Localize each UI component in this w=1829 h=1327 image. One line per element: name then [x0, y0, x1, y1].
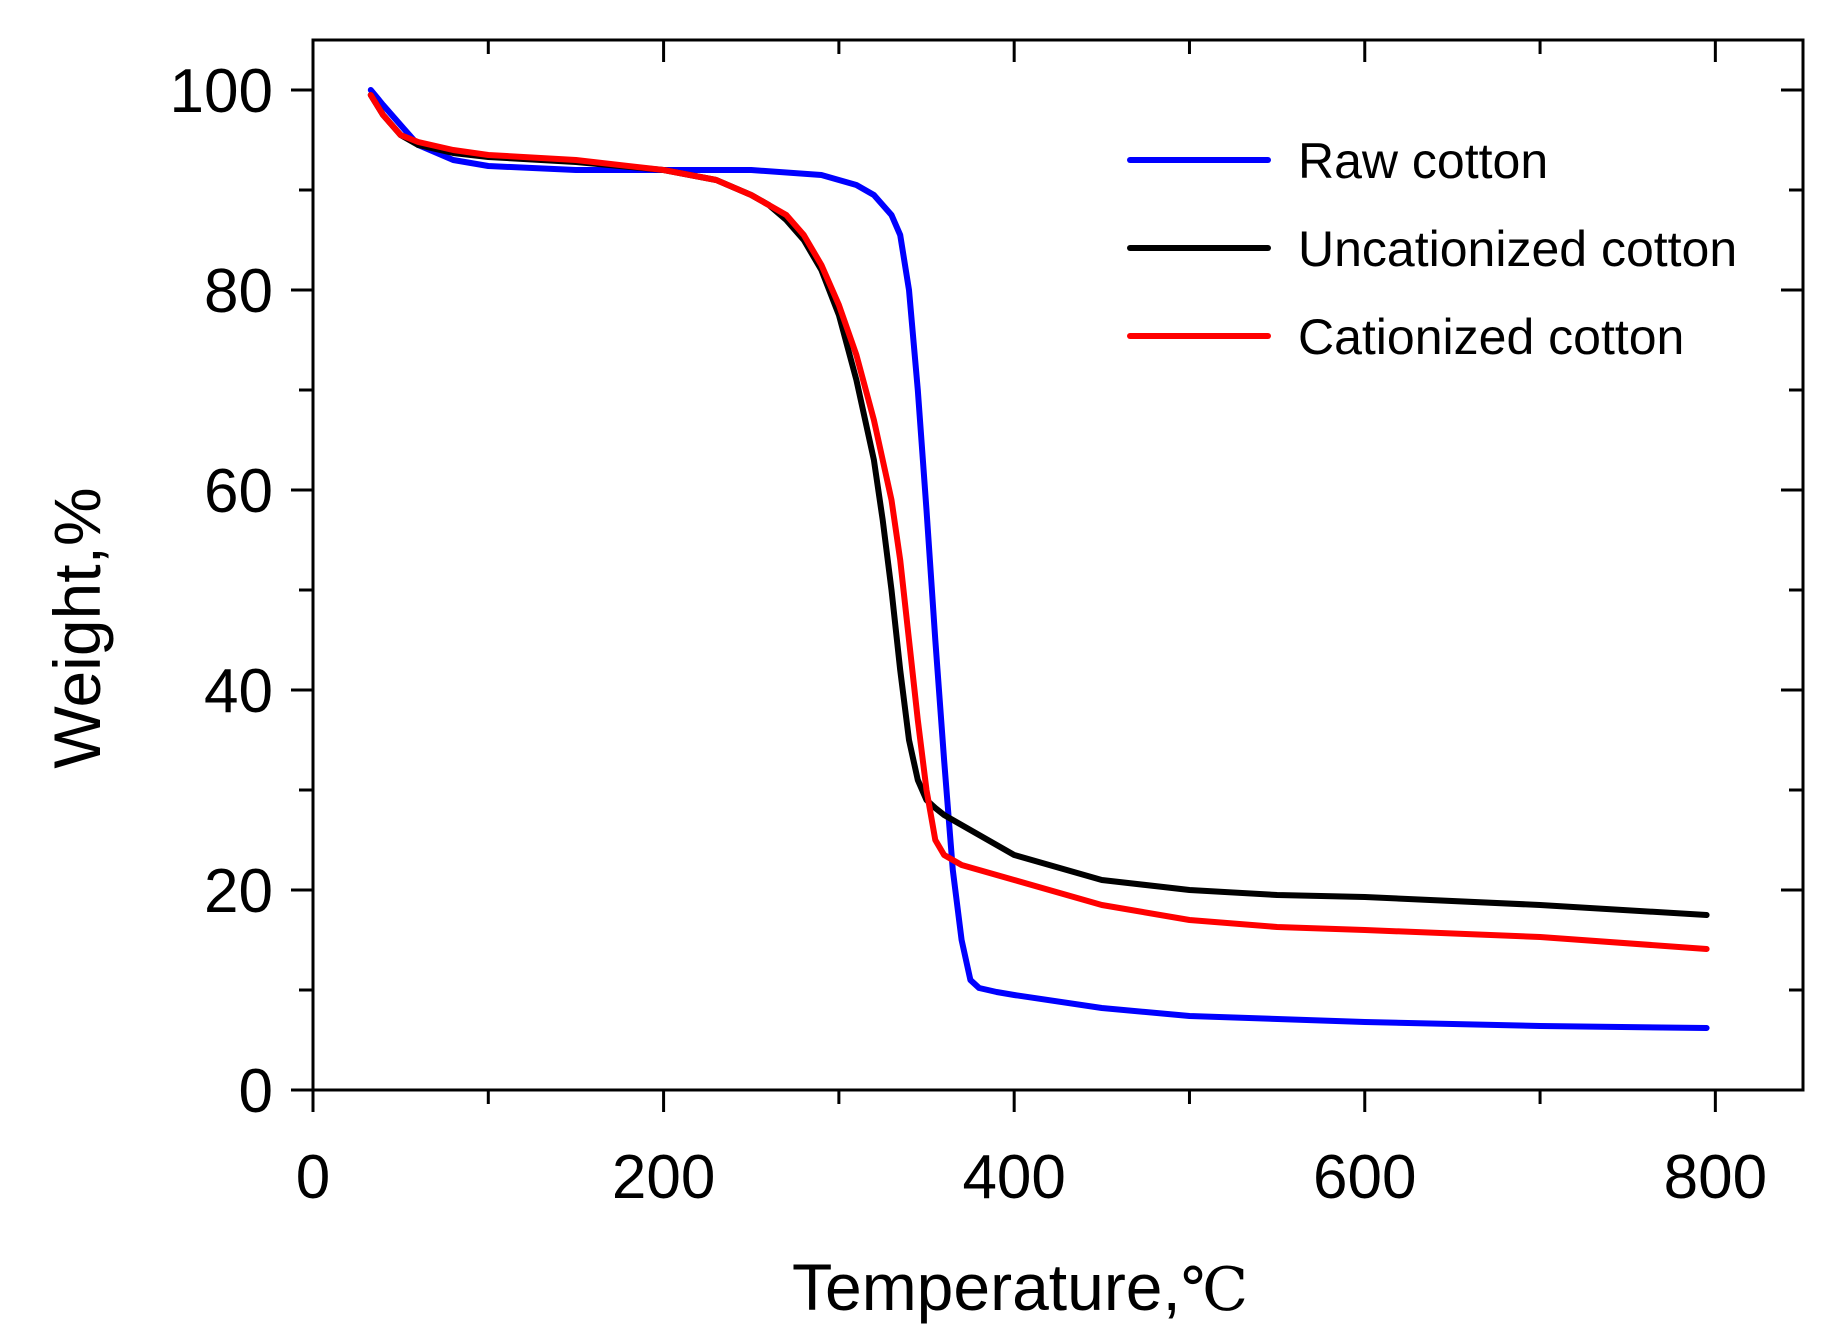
y-tick-label: 100: [170, 57, 273, 126]
axis-ticks: [291, 40, 1803, 1112]
plot-frame: [311, 38, 1805, 1092]
y-tick-label: 60: [204, 457, 273, 526]
legend-label-cationized-cotton: Cationized cotton: [1298, 309, 1684, 365]
legend-label-raw-cotton: Raw cotton: [1298, 133, 1548, 189]
tick-labels: 0 200 400 600 800 0 20 40 60 80 100: [170, 57, 1768, 1212]
y-tick-label: 0: [239, 1057, 273, 1126]
x-tick-label: 600: [1313, 1143, 1416, 1212]
x-tick-label: 400: [962, 1143, 1065, 1212]
data-series: [367, 87, 1710, 1031]
x-tick-label: 200: [612, 1143, 715, 1212]
x-tick-label: 800: [1664, 1143, 1767, 1212]
y-tick-label: 20: [204, 857, 273, 926]
x-axis-label: Temperature,℃: [792, 1250, 1248, 1325]
series-line-raw-cotton: [367, 87, 1710, 1031]
y-tick-label: 80: [204, 257, 273, 326]
y-tick-label: 40: [204, 657, 273, 726]
series-line-cationized-cotton: [367, 92, 1710, 952]
series-line-uncationized-cotton: [367, 92, 1710, 918]
y-axis-label: Weight,%: [40, 487, 114, 768]
x-tick-label: 0: [296, 1143, 330, 1212]
legend-label-uncationized-cotton: Uncationized cotton: [1298, 221, 1737, 277]
legend: Raw cotton Uncationized cotton Cationized …: [1127, 133, 1737, 365]
